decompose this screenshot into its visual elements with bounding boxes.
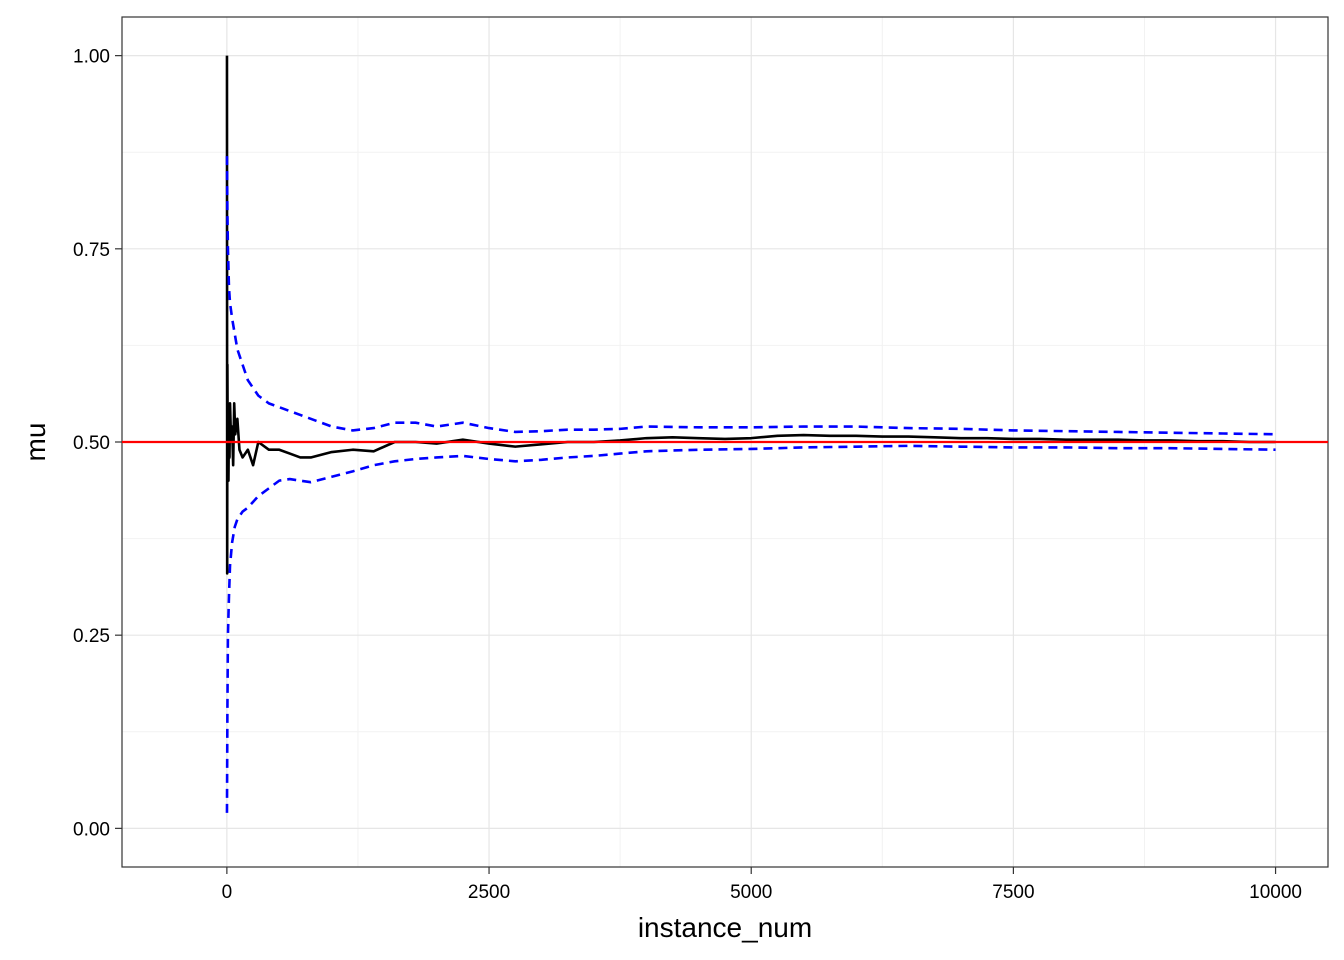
y-tick-label: 0.75 [73, 240, 110, 261]
x-tick-label: 7500 [992, 882, 1034, 903]
x-axis: 0 2500 5000 7500 10000 [222, 867, 1302, 903]
series-line-2 [225, 156, 1276, 436]
x-tick-label: 5000 [730, 882, 772, 903]
series-layer [225, 55, 1276, 813]
y-tick-label: 1.00 [73, 47, 110, 68]
x-tick-label: 10000 [1249, 882, 1302, 903]
x-tick-label: 0 [222, 882, 233, 903]
series-line-3 [225, 444, 1276, 813]
series-line-1 [225, 55, 1276, 575]
x-tick-label: 2500 [468, 882, 510, 903]
x-axis-title: instance_num [638, 912, 812, 943]
y-axis: 0.00 0.25 0.50 0.75 1.00 [73, 47, 122, 840]
y-axis-title: mu [20, 423, 51, 462]
y-tick-label: 0.00 [73, 819, 110, 840]
y-tick-label: 0.25 [73, 626, 110, 647]
y-tick-label: 0.50 [73, 433, 110, 454]
